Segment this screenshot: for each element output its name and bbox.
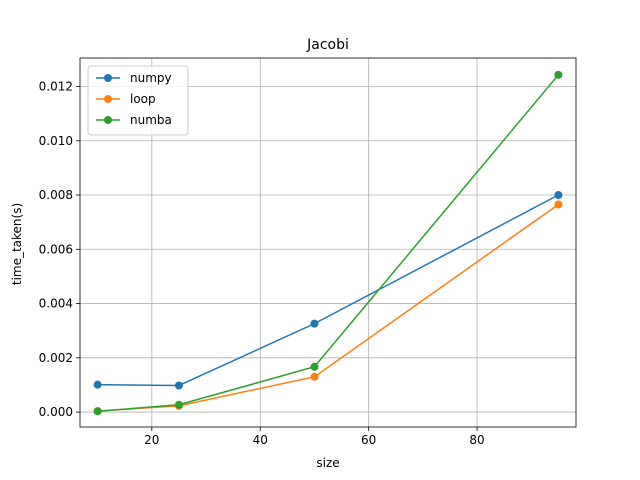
data-point-numpy — [310, 319, 319, 328]
y-axis: 0.000 0.002 0.004 0.006 0.008 0.010 0.012 — [39, 79, 80, 419]
legend-box — [87, 65, 189, 136]
legend-swatch-marker — [104, 116, 112, 124]
y-tick-label: 0.012 — [39, 79, 73, 93]
x-tick-label: 60 — [361, 433, 376, 447]
series-line-numba — [97, 74, 559, 413]
series-numba — [93, 70, 563, 416]
data-point-loop — [310, 372, 319, 381]
legend-item-numba: numba — [96, 113, 172, 127]
legend-item-numpy: numpy — [96, 71, 172, 85]
legend-swatch-marker — [104, 95, 112, 103]
series-line-numpy — [97, 194, 559, 387]
data-point-numba — [554, 70, 563, 79]
plot-frame — [79, 57, 577, 428]
y-tick-label: 0.006 — [39, 242, 73, 256]
y-tick-label: 0.002 — [39, 351, 73, 365]
x-tick-label: 40 — [253, 433, 268, 447]
legend-item-loop: loop — [96, 92, 156, 106]
legend-label: loop — [130, 92, 156, 106]
y-tick-label: 0.010 — [39, 134, 73, 148]
legend-label: numba — [130, 113, 172, 127]
data-point-loop — [554, 200, 563, 209]
data-point-numba — [174, 400, 183, 409]
data-point-numpy — [174, 381, 183, 390]
data-point-numba — [310, 362, 319, 371]
data-point-numpy — [93, 380, 102, 389]
y-tick-label: 0.000 — [39, 405, 73, 419]
grid — [80, 58, 576, 427]
chart-title: Jacobi — [306, 37, 349, 53]
legend-swatch-marker — [104, 74, 112, 82]
series-layer — [93, 70, 563, 416]
y-tick-label: 0.004 — [39, 297, 73, 311]
x-tick-label: 80 — [469, 433, 484, 447]
x-axis-label: size — [316, 456, 339, 470]
data-point-numpy — [554, 191, 563, 200]
y-tick-label: 0.008 — [39, 188, 73, 202]
legend-label: numpy — [130, 71, 172, 85]
x-axis: 20 40 60 80 — [144, 427, 485, 447]
x-tick-label: 20 — [144, 433, 159, 447]
data-point-numba — [93, 407, 102, 416]
legend: numpy loop numba — [87, 65, 189, 136]
y-axis-label: time_taken(s) — [10, 203, 24, 285]
series-numpy — [93, 191, 563, 390]
